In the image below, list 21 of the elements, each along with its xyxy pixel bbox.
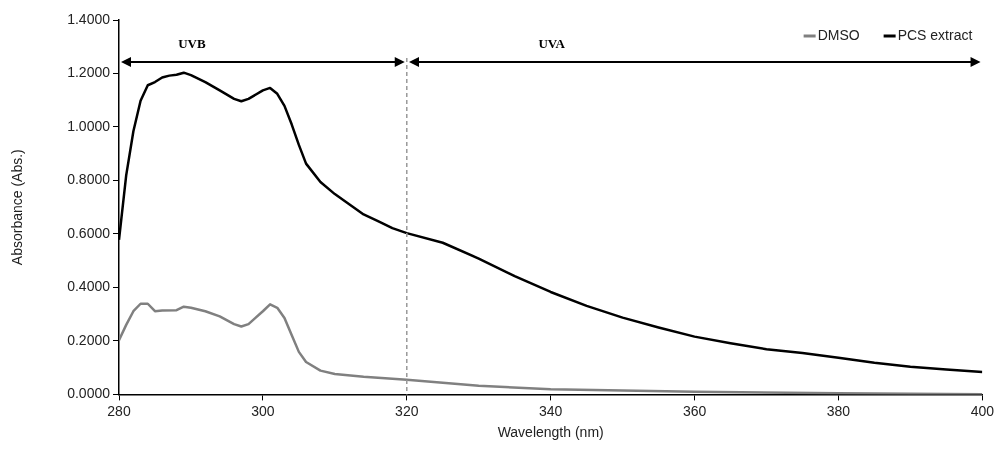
y-tick-label: 0.2000 [67, 331, 111, 348]
y-tick-label: 1.0000 [67, 117, 111, 134]
x-tick-label: 400 [970, 402, 995, 419]
legend-label: DMSO [817, 26, 860, 43]
annotation: UVB [177, 36, 207, 52]
y-tick-label: 1.2000 [67, 64, 111, 81]
x-tick-label: 340 [538, 402, 563, 419]
annotation: UVA [537, 36, 566, 52]
x-tick-label: 280 [107, 402, 131, 419]
legend-label: PCS extract [897, 26, 973, 43]
y-tick-label: 0.0000 [67, 385, 111, 402]
x-axis-title: Wavelength (nm) [497, 424, 604, 441]
y-tick-label: 0.6000 [67, 224, 111, 241]
x-tick-label: 300 [251, 402, 275, 419]
x-tick-label: 380 [826, 402, 851, 419]
y-tick-label: 1.4000 [67, 10, 111, 27]
y-tick-label: 0.8000 [67, 171, 111, 188]
x-tick-label: 360 [682, 402, 707, 419]
y-axis-title: Absorbance (Abs.) [9, 149, 26, 266]
y-tick-label: 0.4000 [67, 278, 111, 295]
x-tick-label: 320 [395, 402, 419, 419]
